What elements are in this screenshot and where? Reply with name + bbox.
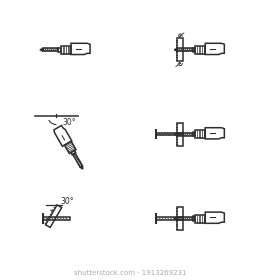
- Text: 30°: 30°: [62, 118, 76, 127]
- Text: 30°: 30°: [60, 197, 74, 206]
- Text: shutterstock.com · 1913269231: shutterstock.com · 1913269231: [74, 270, 186, 276]
